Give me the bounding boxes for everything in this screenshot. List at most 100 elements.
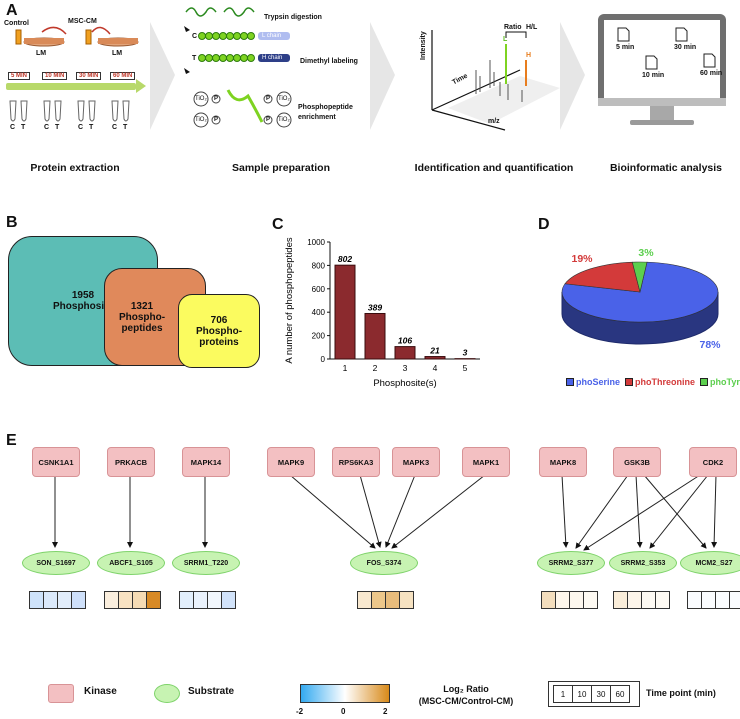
pie-slice: [631, 261, 648, 293]
pie-slice: [564, 261, 641, 293]
heatmap-cell: [132, 591, 147, 609]
heatmap-cell: [613, 591, 628, 609]
phospho-p-label: P: [266, 96, 271, 102]
ratio-title: Log₂ Ratio: [443, 684, 489, 694]
phosphoproteins-label: Phospho-proteins: [195, 325, 243, 348]
heatmap-srrm2-s353: [613, 591, 670, 609]
heatmap-abcf1: [104, 591, 161, 609]
x-tick-label: 4: [433, 363, 438, 373]
heatmap-fos: [357, 591, 414, 609]
bar-value-label: 21: [429, 346, 440, 356]
enrichment-label-1: Phosphopeptide: [298, 104, 353, 111]
bar: [364, 312, 386, 360]
panel-b-letter: B: [6, 214, 18, 231]
x-tick-label: 1: [343, 363, 348, 373]
mz-axis-label: m/z: [488, 118, 500, 125]
phosphopeptides-count: 1321: [130, 300, 154, 312]
kinase-node: CSNK1A1: [32, 447, 80, 477]
bar: [424, 356, 446, 360]
substrate-node: MCM2_S27: [680, 551, 740, 575]
heatmap-mcm2: [687, 591, 740, 609]
phospho-p-label: P: [214, 96, 219, 102]
kinase-node: MAPK8: [539, 447, 587, 477]
tio2-label: TiO₂: [278, 117, 290, 123]
scale-mid: 0: [341, 707, 346, 716]
x-tick-label: 5: [463, 363, 468, 373]
substrate-node: SRRM2_S377: [537, 551, 605, 575]
enrichment-label-2: enrichment: [298, 114, 336, 121]
h-peak-label: H: [526, 52, 532, 59]
tio2-label: TiO₂: [195, 96, 207, 102]
pie-value-label: 78%: [699, 339, 721, 351]
x-tick-label: 2: [373, 363, 378, 373]
heatmap-cell: [569, 591, 584, 609]
kinase-node: PRKACB: [107, 447, 155, 477]
step-protein-extraction: Protein extraction: [30, 162, 120, 174]
y-tick-label: 400: [312, 308, 326, 317]
bar-value-label: 389: [368, 302, 382, 312]
threonine-swatch: [625, 378, 634, 386]
heatmap-cell: [357, 591, 372, 609]
tio2-label: TiO₂: [195, 117, 207, 123]
heatmap-cell: [43, 591, 58, 609]
monitor-time-5: 5 min: [616, 44, 635, 51]
heatmap-son: [29, 591, 86, 609]
y-tick-label: 600: [312, 285, 326, 294]
heatmap-cell: [29, 591, 44, 609]
monitor-time-60: 60 min: [700, 70, 723, 77]
pie-value-label: 19%: [571, 253, 593, 265]
time-label-5: 5 MIN: [8, 72, 31, 80]
time-point-title: Time point (min): [646, 688, 716, 698]
lm-label-1: LM: [36, 50, 47, 57]
bar: [334, 264, 356, 360]
heatmap-cell: [207, 591, 222, 609]
heatmap-cell: [687, 591, 702, 609]
heatmap-cell: [71, 591, 86, 609]
heatmap-cell: [399, 591, 414, 609]
time-cell: 60: [610, 685, 630, 703]
heatmap-srrm1: [179, 591, 236, 609]
panel-a-graphics: [6, 7, 726, 131]
h-chain-label: H chain: [262, 55, 283, 61]
phosphoproteins-count: 706: [210, 314, 228, 326]
phosphosites-count: 1958: [71, 290, 95, 301]
kinase-node: GSK3B: [613, 447, 661, 477]
panel-e-letter: E: [6, 432, 17, 449]
lm-label-2: LM: [112, 50, 123, 57]
time-cell: 1: [553, 685, 573, 703]
kinase-node: MAPK14: [182, 447, 230, 477]
phosphosites-label: Phosphosites: [53, 301, 119, 312]
kinase-node: RPS6KA3: [332, 447, 380, 477]
panel-a-letter: A: [6, 2, 18, 19]
heatmap-cell: [541, 591, 556, 609]
tyrosine-swatch: [700, 378, 709, 386]
x-axis-title: Phosphosite(s): [373, 378, 436, 389]
trypsin-label: Trypsin digestion: [264, 14, 322, 21]
legend-threonine: phoThreonine: [635, 377, 696, 387]
heatmap-cell: [193, 591, 208, 609]
pie-value-label: 3%: [638, 247, 654, 259]
kinase-node: CDK2: [689, 447, 737, 477]
tube-label: T: [89, 124, 94, 131]
tube-label: C: [112, 124, 118, 131]
dimethyl-label: Dimethyl labeling: [300, 58, 358, 65]
substrate-node: ABCF1_S105: [97, 551, 165, 575]
panel-d-letter: D: [538, 216, 550, 233]
bar-value-label: 106: [398, 336, 412, 346]
heatmap-cell: [118, 591, 133, 609]
step-identification: Identification and quantification: [414, 162, 574, 174]
heatmap-cell: [701, 591, 716, 609]
time-label-10: 10 MIN: [42, 72, 68, 80]
heatmap-cell: [655, 591, 670, 609]
heatmap-cell: [221, 591, 236, 609]
heatmap-cell: [641, 591, 656, 609]
kinase-legend-swatch: [48, 684, 74, 703]
time-point-cells: 1 10 30 60: [553, 685, 630, 703]
substrate-legend-label: Substrate: [188, 686, 235, 697]
step-bioinformatic: Bioinformatic analysis: [609, 162, 723, 174]
heatmap-srrm2-s377: [541, 591, 598, 609]
phosphosite-bar-chart: 0 200 400 600 800 1000 802 1 389 2 106 3 21 4 3 5 Phosph…: [284, 237, 480, 389]
l-peak-label: L: [503, 36, 508, 43]
substrate-node: SRRM1_T220: [172, 551, 240, 575]
